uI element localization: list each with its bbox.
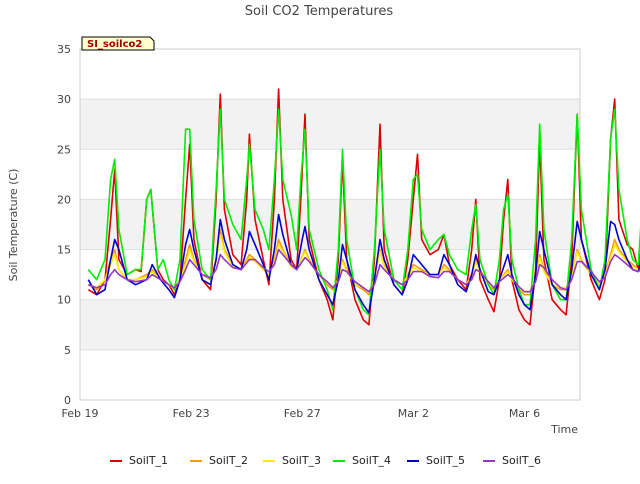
- legend: SoilT_1 SoilT_2 SoilT_3 SoilT_4 SoilT_5 SoilT…: [110, 454, 541, 467]
- series-line-soilt-4: [87, 108, 640, 316]
- y-tick-label: 35: [57, 43, 71, 56]
- y-tick-label: 10: [57, 294, 71, 307]
- y-axis-label: Soil Temperature (C): [7, 169, 20, 282]
- x-tick-label: Feb 19: [62, 407, 99, 420]
- x-axis-label: Time: [550, 423, 578, 436]
- x-axis-ticks: Feb 19 Feb 23 Feb 27 Mar 2 Mar 6: [62, 407, 541, 420]
- plot-area-border: [79, 48, 581, 401]
- legend-label: SoilT_6: [502, 454, 541, 467]
- legend-label: SoilT_3: [282, 454, 321, 467]
- x-tick-label: Mar 2: [398, 407, 429, 420]
- grid-band: [80, 99, 580, 150]
- y-tick-label: 30: [57, 93, 71, 106]
- y-axis-ticks: 0 5 10 15 20 25 30 35: [57, 43, 71, 407]
- x-tick-label: Feb 23: [173, 407, 210, 420]
- legend-label: SoilT_4: [352, 454, 391, 467]
- chart-title: Soil CO2 Temperatures: [245, 4, 394, 19]
- station-label: SI_soilco2: [87, 39, 142, 50]
- legend-label: SoilT_1: [129, 454, 168, 467]
- series-line-soilt-5: [87, 213, 640, 314]
- y-tick-label: 5: [64, 344, 71, 357]
- y-tick-label: 15: [57, 244, 71, 257]
- y-tick-label: 25: [57, 143, 71, 156]
- y-tick-label: 20: [57, 193, 71, 206]
- legend-label: SoilT_2: [209, 454, 248, 467]
- x-tick-label: Mar 6: [509, 407, 540, 420]
- grid-band: [80, 199, 580, 250]
- legend-label: SoilT_5: [426, 454, 465, 467]
- y-tick-label: 0: [64, 394, 71, 407]
- station-label-box: SI_soilco2: [81, 36, 155, 51]
- series-line-soilt-6: [88, 248, 640, 293]
- series-lines: [87, 88, 640, 326]
- x-tick-label: Feb 27: [284, 407, 321, 420]
- series-line-soilt-3: [88, 233, 640, 293]
